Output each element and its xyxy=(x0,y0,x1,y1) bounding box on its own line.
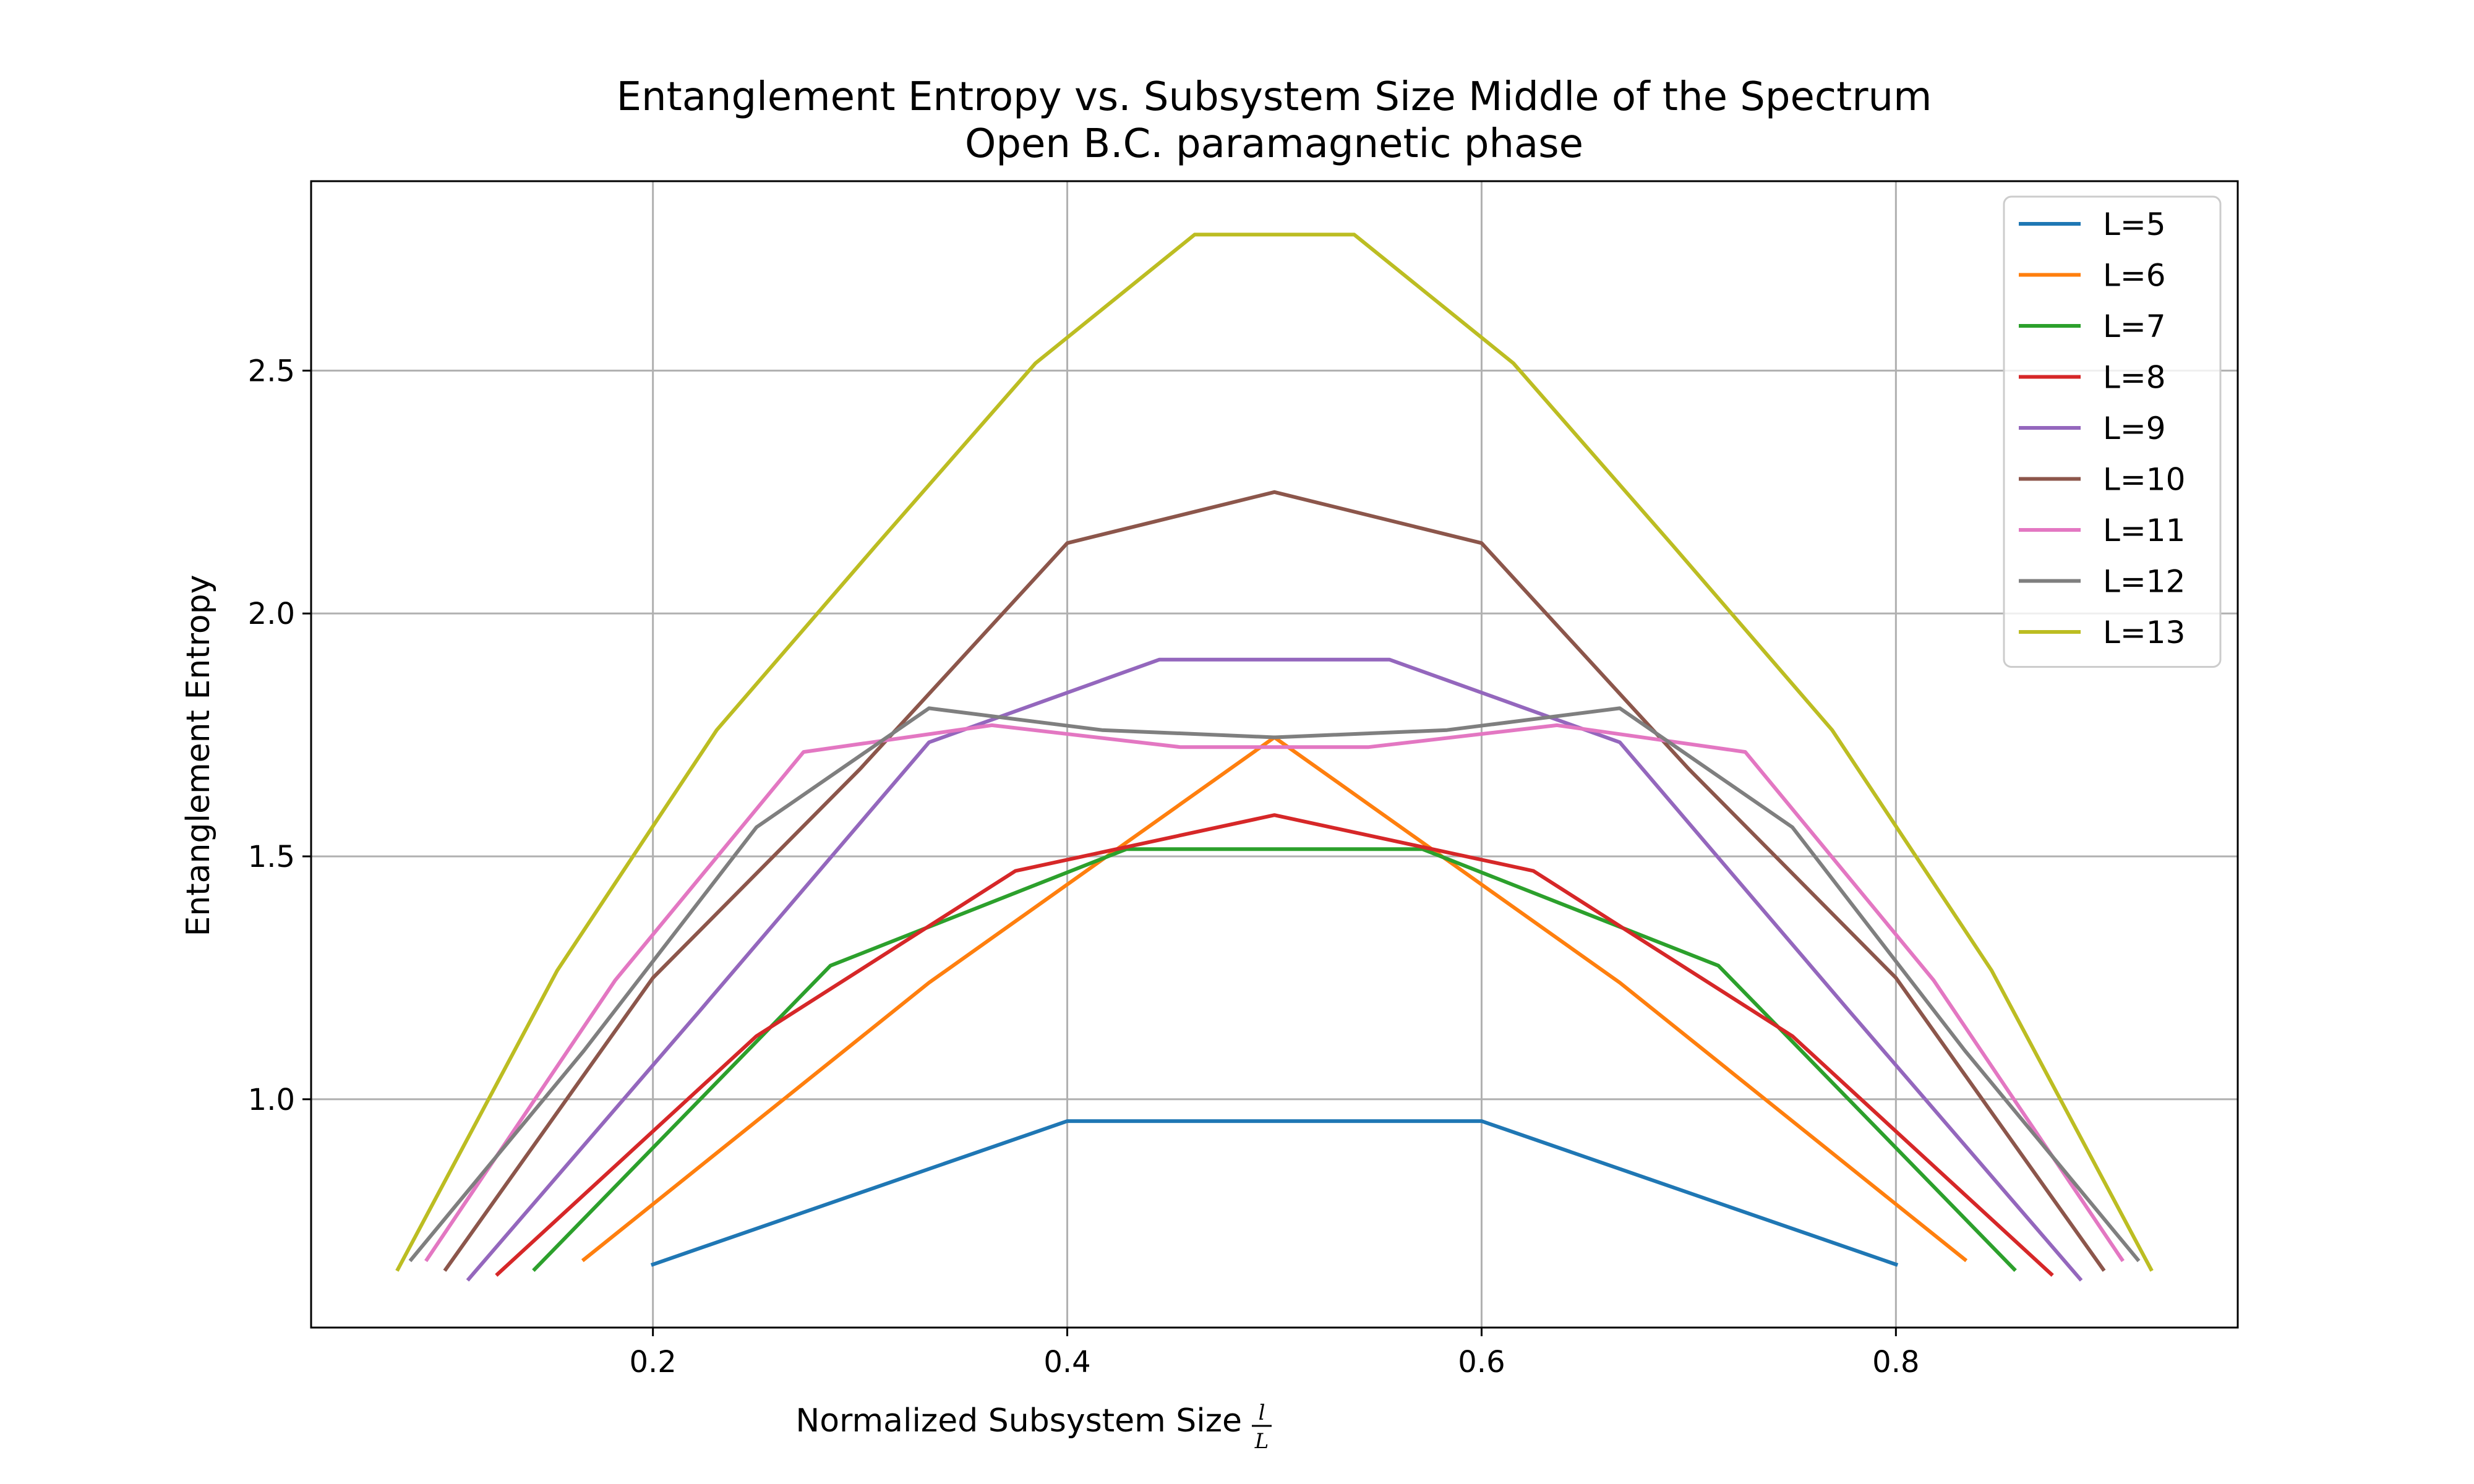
x-axis-label-text: Normalized Subsystem Size xyxy=(795,1402,1242,1439)
y-tick-label: 1.0 xyxy=(248,1083,295,1117)
x-tick-label: 0.4 xyxy=(1043,1345,1090,1380)
series-line-l-9 xyxy=(466,657,2083,1282)
legend-label-l-7: L=7 xyxy=(2103,309,2166,344)
x-axis-label-numerator: l xyxy=(1259,1401,1265,1425)
plot-frame xyxy=(310,180,2239,1329)
legend-label-l-8: L=8 xyxy=(2103,360,2166,396)
x-axis-label-denominator: L xyxy=(1254,1429,1269,1454)
legend: L=5 L=6 L=7 L=8 L=9 L=10 L=11 L=12 L=13 xyxy=(2003,195,2222,668)
x-axis-label: Normalized Subsystem Size l L xyxy=(795,1401,1272,1454)
legend-box xyxy=(2003,195,2222,668)
y-tick-label: 2.0 xyxy=(248,597,295,631)
series-line-l-12 xyxy=(408,706,2141,1263)
legend-label-l-12: L=12 xyxy=(2103,564,2185,600)
plot-series xyxy=(395,232,2154,1282)
y-tick-label: 1.5 xyxy=(248,840,295,874)
chart-subtitle: Open B.C. paramagnetic phase xyxy=(965,121,1583,167)
legend-label-l-9: L=9 xyxy=(2103,411,2166,446)
x-tick-label: 0.2 xyxy=(629,1345,676,1380)
y-tick-label: 2.5 xyxy=(248,354,295,388)
axis-ticks: 0.2 0.4 0.6 0.8 1.0 1.5 2.0 2.5 xyxy=(248,354,1920,1380)
series-line-l-10 xyxy=(443,490,2106,1272)
x-tick-label: 0.6 xyxy=(1458,1345,1505,1380)
legend-label-l-11: L=11 xyxy=(2103,513,2185,548)
legend-label-l-6: L=6 xyxy=(2103,258,2166,294)
chart-title: Entanglement Entropy vs. Subsystem Size … xyxy=(617,74,1932,120)
series-line-l-11 xyxy=(424,723,2125,1263)
y-axis-label: Entanglement Entropy xyxy=(180,574,217,936)
legend-label-l-10: L=10 xyxy=(2103,462,2185,498)
series-line-l-8 xyxy=(495,813,2054,1277)
series-line-l-13 xyxy=(395,232,2154,1272)
series-line-l-5 xyxy=(650,1119,1899,1267)
x-tick-label: 0.8 xyxy=(1872,1345,1919,1380)
series-line-l-7 xyxy=(532,847,2017,1272)
legend-label-l-5: L=5 xyxy=(2103,207,2166,242)
legend-label-l-13: L=13 xyxy=(2103,615,2185,650)
